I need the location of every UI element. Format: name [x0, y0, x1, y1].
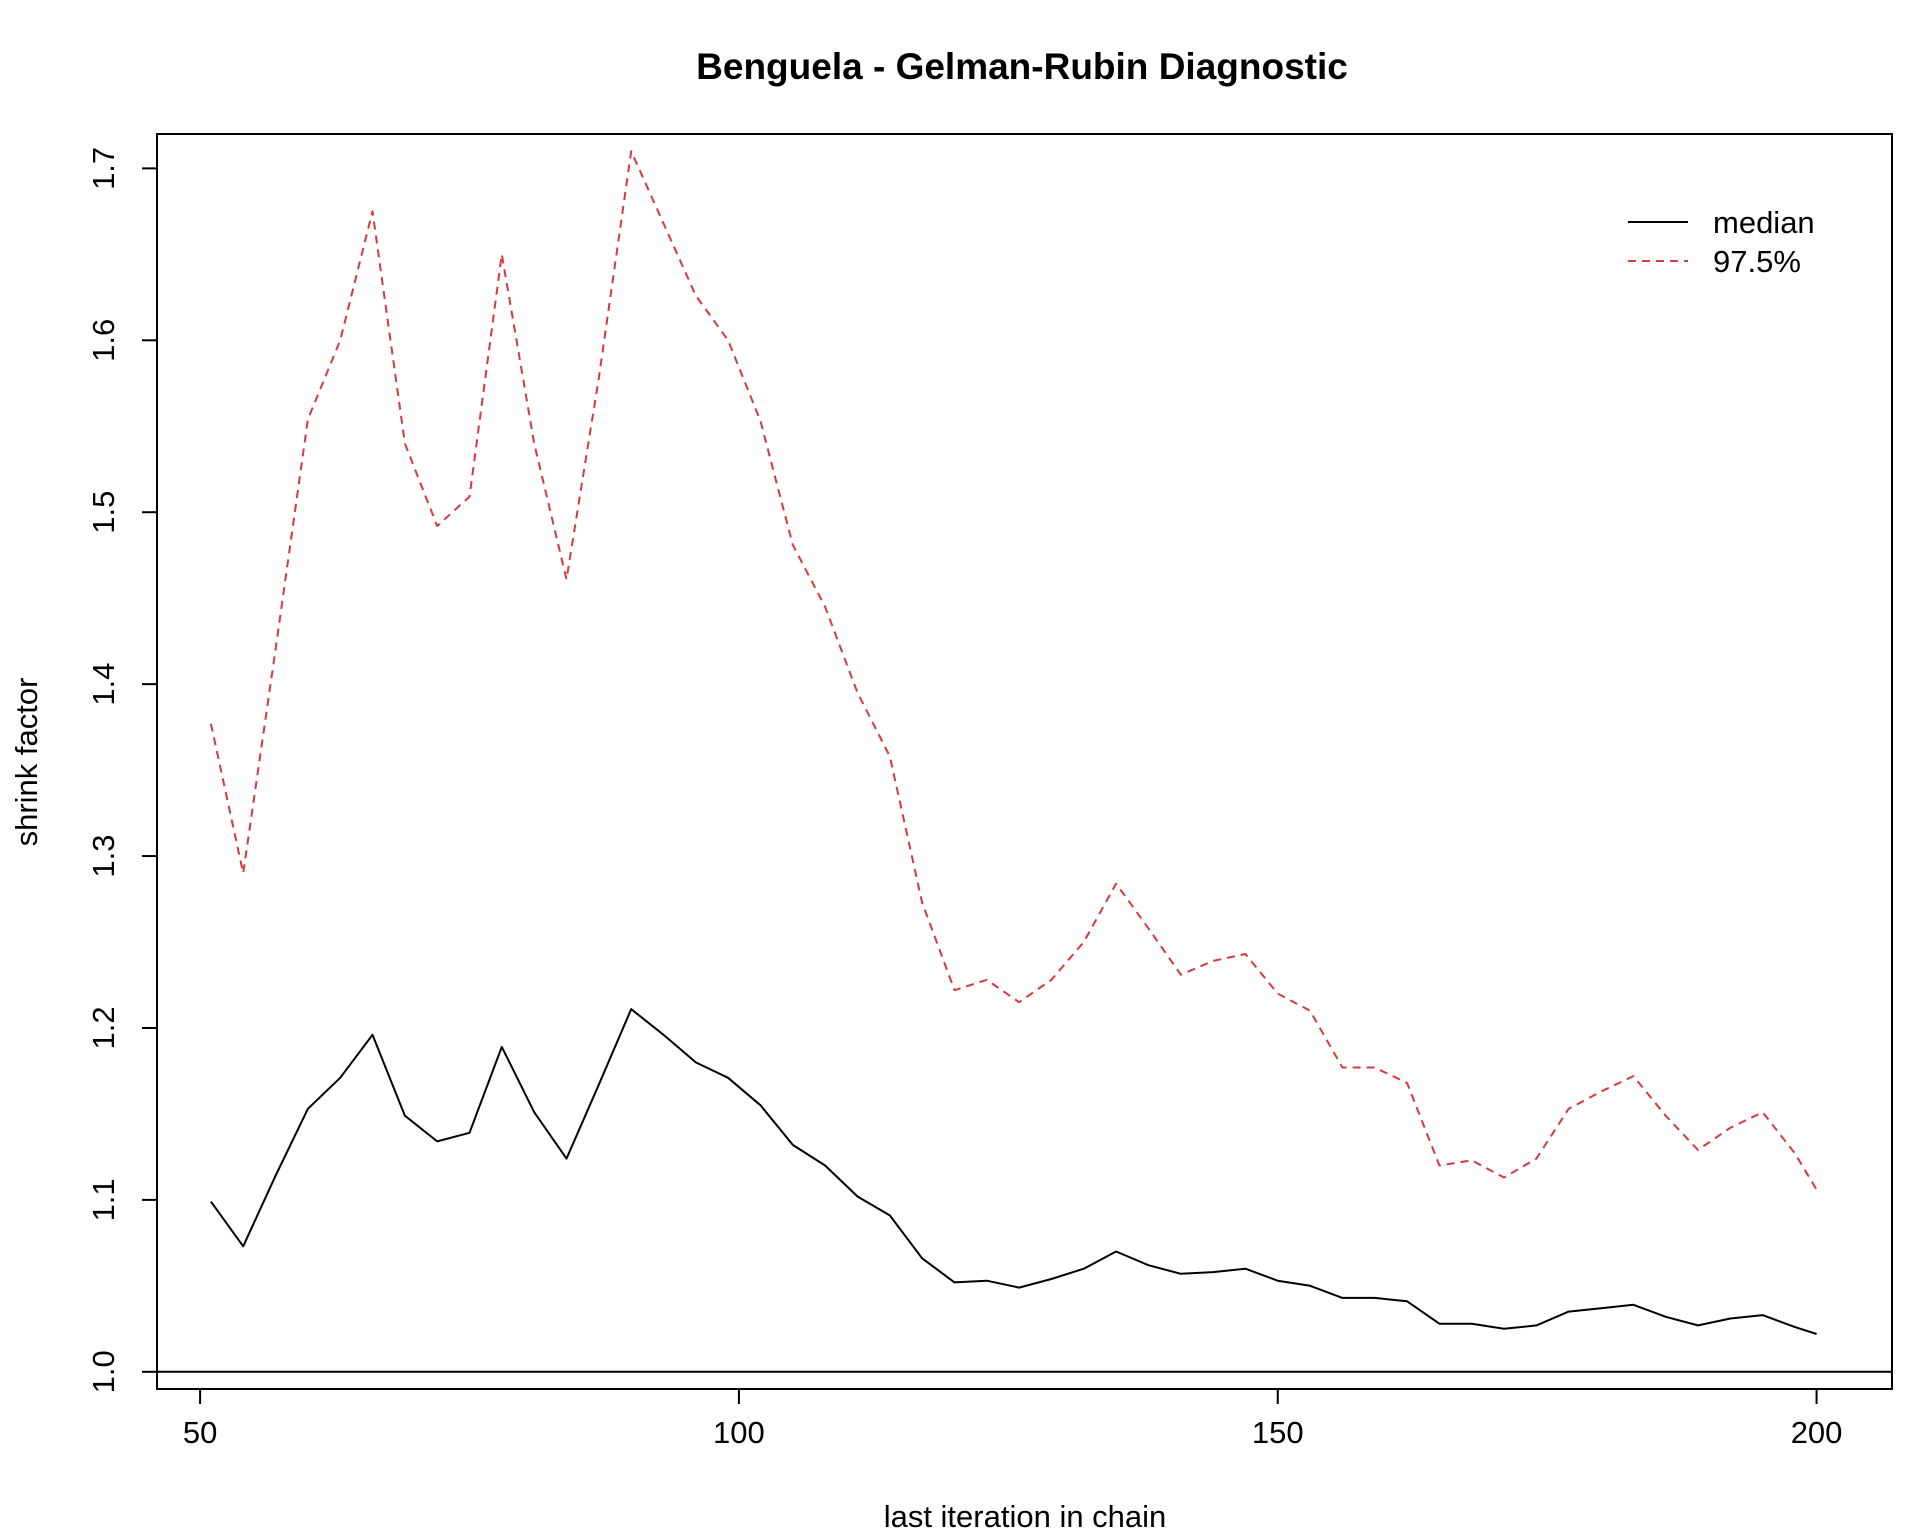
- legend-label-median: median: [1713, 205, 1815, 240]
- y-tick-label: 1.4: [86, 663, 121, 706]
- y-axis-label: shrink factor: [9, 678, 44, 847]
- y-tick-label: 1.6: [86, 319, 121, 362]
- series-line-median: [210, 1008, 1817, 1335]
- y-tick-label: 1.0: [86, 1350, 121, 1393]
- chart-title: Benguela - Gelman-Rubin Diagnostic: [696, 46, 1348, 87]
- y-axis: 1.0 1.1 1.2 1.3 1.4 1.5 1.6 1.7: [86, 147, 158, 1393]
- x-tick-label: 200: [1791, 1415, 1843, 1450]
- y-tick-label: 1.3: [86, 835, 121, 878]
- x-axis: 50 100 150 200: [183, 1388, 1843, 1450]
- y-tick-label: 1.1: [86, 1178, 121, 1221]
- legend: median 97.5%: [1628, 205, 1815, 279]
- series-layer: [209, 150, 1818, 1335]
- plot-area-frame: [156, 133, 1893, 1390]
- x-tick-label: 100: [713, 1415, 765, 1450]
- legend-label-upper-97-5: 97.5%: [1713, 244, 1801, 279]
- series-line-upper-97-5: [209, 150, 1818, 1191]
- y-tick-label: 1.5: [86, 491, 121, 534]
- y-tick-label: 1.7: [86, 147, 121, 190]
- x-axis-label: last iteration in chain: [884, 1499, 1167, 1534]
- y-tick-label: 1.2: [86, 1006, 121, 1049]
- x-tick-label: 150: [1252, 1415, 1304, 1450]
- x-tick-label: 50: [183, 1415, 217, 1450]
